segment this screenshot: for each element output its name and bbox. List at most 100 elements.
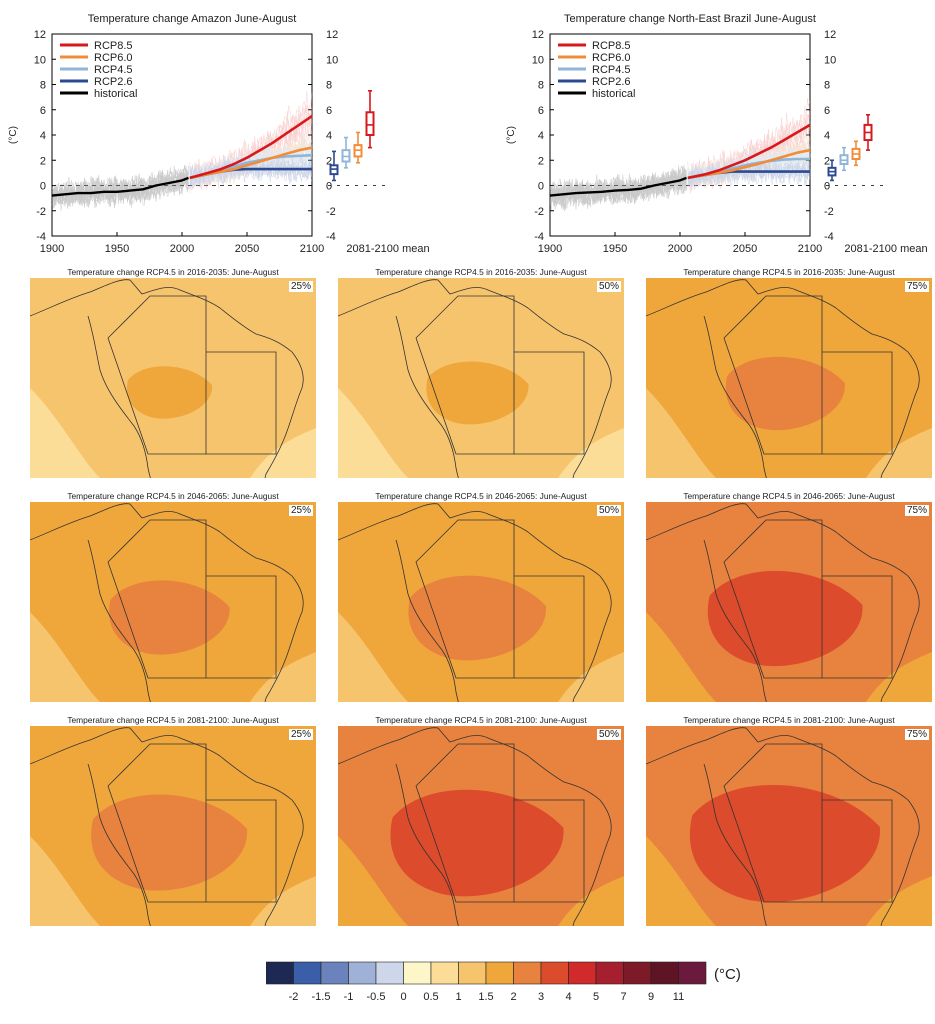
map-title: Temperature change RCP4.5 in 2081-2100: … <box>375 715 587 725</box>
y-tick-label-right: 10 <box>326 54 338 66</box>
colorbar-tick-label: 0 <box>400 991 406 1002</box>
x-tick-label: 1900 <box>538 243 562 255</box>
x-tick-label: 1900 <box>40 243 64 255</box>
y-tick-label-right: -2 <box>326 206 336 218</box>
y-tick-label: 0 <box>40 181 46 193</box>
colorbar-unit: (°C) <box>714 966 741 983</box>
map-title: Temperature change RCP4.5 in 2016-2035: … <box>375 267 587 277</box>
coastline <box>30 279 304 478</box>
colorbar-tick-label: 1 <box>455 991 461 1002</box>
scenario-member <box>189 156 313 189</box>
legend-label: historical <box>94 88 137 100</box>
colorbar-swatch <box>293 961 322 985</box>
map-warm-region <box>91 794 248 891</box>
map-cool-region <box>558 876 624 926</box>
amazon-region-outline <box>415 295 515 455</box>
y-tick-label-right: 0 <box>326 181 332 193</box>
map-title: Temperature change RCP4.5 in 2016-2035: … <box>683 267 895 277</box>
colorbar-swatch <box>513 961 542 985</box>
percentile-label: 75% <box>904 729 929 740</box>
map-panel: Temperature change RCP4.5 in 2081-2100: … <box>646 714 932 926</box>
colorbar-swatch <box>623 961 652 985</box>
map-cool-region <box>646 388 716 478</box>
scenario-member <box>189 116 313 187</box>
west-coastline <box>395 539 459 702</box>
amazon-region-outline <box>107 519 207 679</box>
historical-member <box>549 168 687 209</box>
map-hot-core <box>754 824 815 873</box>
scenario-member <box>189 113 313 190</box>
colorbar-swatch <box>458 961 487 985</box>
y-tick-label-right: 6 <box>326 105 332 117</box>
y-axis-label: (°C) <box>8 126 19 144</box>
coastline <box>338 503 612 702</box>
y-tick-label: 8 <box>40 80 46 92</box>
y-tick-label-right: 2 <box>326 155 332 167</box>
amazon-region-outline <box>415 743 515 903</box>
legend-label: RCP8.5 <box>592 40 631 52</box>
map-cool-region <box>30 388 100 478</box>
map-cool-region <box>30 836 100 926</box>
scenario-member <box>189 139 313 188</box>
y-tick-label: 10 <box>532 54 544 66</box>
y-tick-label-right: 2 <box>824 155 830 167</box>
map-cool-region <box>866 652 932 702</box>
west-coastline <box>703 763 767 926</box>
map-panel: Temperature change RCP4.5 in 2016-2035: … <box>646 266 932 478</box>
northeast-brazil-region-outline <box>514 575 585 679</box>
y-tick-label-right: 8 <box>326 80 332 92</box>
y-tick-label-right: 4 <box>824 130 830 142</box>
map-warm-region <box>707 570 863 667</box>
map-canvas <box>30 502 316 702</box>
percentile-label: 25% <box>288 281 313 292</box>
map-canvas <box>338 278 624 478</box>
scenario-member <box>687 146 811 186</box>
x-tick-label: 2100 <box>798 243 822 255</box>
series-line-rcp85 <box>687 123 811 180</box>
colorbar-swatch <box>430 961 459 985</box>
x-tick-label: 1950 <box>105 243 129 255</box>
map-cool-region <box>646 836 716 926</box>
historical-member <box>549 174 687 210</box>
map-canvas <box>30 726 316 926</box>
y-axis-label: (°C) <box>506 126 517 144</box>
box-axis-label: 2081-2100 mean <box>346 243 429 255</box>
y-tick-label: 2 <box>538 155 544 167</box>
scenario-member <box>189 160 313 188</box>
amazon-region-outline <box>723 295 823 455</box>
boxplot-rcp26 <box>827 159 837 182</box>
y-tick-label: 6 <box>40 105 46 117</box>
map-panel: Temperature change RCP4.5 in 2046-2065: … <box>646 490 932 702</box>
y-tick-label: -2 <box>36 206 46 218</box>
series-line-historical <box>51 176 189 197</box>
y-tick-label: 6 <box>538 105 544 117</box>
colorbar-tick-label: 4 <box>565 991 571 1002</box>
y-tick-label-right: 12 <box>824 29 836 41</box>
ensemble-members <box>549 98 811 212</box>
y-tick-label-right: 8 <box>824 80 830 92</box>
x-tick-label: 2100 <box>300 243 324 255</box>
map-warm-region <box>426 361 529 425</box>
colorbar-swatch <box>568 961 597 985</box>
historical-member <box>51 171 189 211</box>
map-warm-region <box>109 580 230 655</box>
historical-member <box>51 169 189 207</box>
map-cool-region <box>558 428 624 478</box>
map-canvas <box>338 726 624 926</box>
x-tick-label: 2000 <box>170 243 194 255</box>
colorbar-swatch <box>540 961 569 985</box>
colorbar-tick-label: -1.5 <box>312 991 331 1002</box>
historical-member <box>549 169 687 206</box>
scenario-member <box>687 134 811 187</box>
historical-member <box>51 165 189 208</box>
historical-member <box>51 167 189 209</box>
series-line-rcp85 <box>189 115 313 180</box>
boxplot-rcp85 <box>365 90 375 149</box>
northeast-brazil-region-outline <box>206 575 277 679</box>
boxplot-rcp26 <box>329 150 339 182</box>
map-canvas <box>646 278 932 478</box>
colorbar-swatch <box>650 961 679 985</box>
x-tick-label: 2000 <box>668 243 692 255</box>
amazon-region-outline <box>723 519 823 679</box>
northeast-brazil-region-outline <box>514 799 585 903</box>
